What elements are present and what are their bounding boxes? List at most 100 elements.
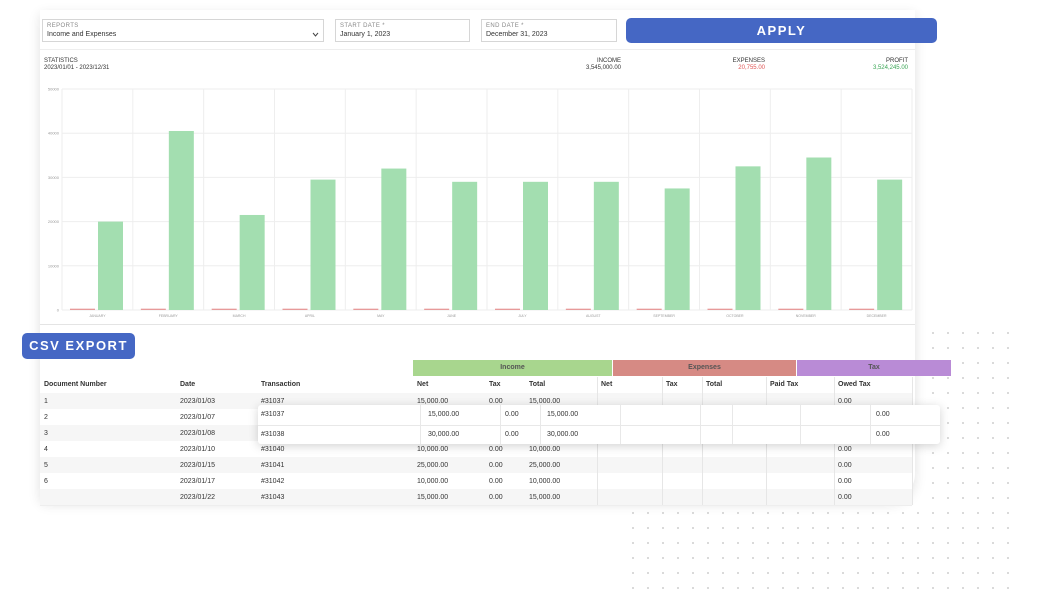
bar [664,188,690,310]
table-cell: 25,000.00 [417,462,449,469]
stat-value: 20,755.00 [738,65,765,71]
popup-cell: 15,000.00 [547,411,579,418]
dropdown-arrow [312,32,319,37]
table-cell: 10,000.00 [417,446,449,453]
bar [168,130,194,310]
chart: 0 10000 20000 30000 40000 50000 JANUARY FEBRUAR… [48,87,913,318]
column-header: Transaction [261,381,301,388]
start-date-input[interactable]: START DATE * January 1, 2023 [335,19,470,42]
table-cell: 2023/01/08 [180,430,216,437]
table-cell: 0.00 [838,478,852,485]
bar [636,308,662,310]
table-cell: 2023/01/15 [180,462,216,469]
field-label: START DATE * [340,23,386,29]
stat-range: 2023/01/01 - 2023/12/31 [44,65,110,71]
table-cell: #31042 [261,478,285,485]
stat-label: INCOME [597,58,621,64]
table-cell: 15,000.00 [417,494,449,501]
y-tick-label: 30000 [48,175,60,180]
table-cell: #31040 [261,446,285,453]
x-tick-label: APRIL [305,314,315,318]
table-cell: #31041 [261,462,285,469]
column-header: Tax [489,381,501,388]
expenses-stat: EXPENSES 20,755.00 [733,58,765,72]
table-cell: 0.00 [838,494,852,501]
table-cell: 6 [44,478,48,485]
bar [452,181,478,310]
stat-value: 3,524,245.00 [872,65,908,71]
table-cell: 2023/01/17 [180,478,216,485]
popup-cell: 0.00 [876,411,890,418]
y-tick-label: 50000 [48,87,60,92]
bar [282,308,308,310]
income-stat: INCOME 3,545,000.00 [586,58,621,72]
column-group-header: Expenses [613,360,797,376]
bar [523,181,548,310]
bar [353,308,379,310]
table-cell: 15,000.00 [529,494,561,501]
column-group-header: Tax [797,360,952,376]
bar [877,179,903,310]
column-header: Paid Tax [770,381,799,388]
column-header: Owed Tax [838,381,871,388]
column-header: Total [706,381,723,388]
bar [565,308,591,310]
table-row [40,473,912,490]
column-header: Net [601,381,613,388]
table-cell: 0.00 [489,398,503,405]
table-cell: 0.00 [838,446,852,453]
table-cell: 25,000.00 [529,462,561,469]
stat-label: PROFIT [886,58,908,64]
bar [593,181,619,310]
popup-cell: 15,000.00 [428,411,460,418]
popup-cell: 0.00 [876,430,890,438]
transaction-popup: #31037 15,000.00 0.00 15,000.00 0.00 #31038 30… [258,405,940,444]
x-tick-label: SEPTEMBER [653,314,675,318]
apply-button[interactable]: APPLY [626,18,937,43]
bar [806,157,832,310]
field-label: END DATE * [486,23,524,29]
table-cell: 2023/01/10 [180,446,216,453]
bar [381,168,407,310]
popup-cell: 30,000.00 [547,430,579,438]
y-tick-label: 20000 [48,219,60,224]
table-row [40,489,912,506]
x-tick-label: AUGUST [586,314,601,318]
stat-value: 3,545,000.00 [585,65,621,71]
popup-cell: 0.00 [505,430,519,438]
divider [40,49,915,50]
x-tick-label: MARCH [233,314,246,318]
table-cell: 0.00 [489,478,503,485]
csv-export-button[interactable]: CSV EXPORT [22,333,135,359]
popup-cell: #31037 [261,411,285,418]
x-tick-label: NOVEMBER [796,314,817,318]
bar [140,308,166,310]
table-cell: 0.00 [838,462,852,469]
bar [98,221,123,310]
x-tick-label: JULY [518,314,527,318]
table-cell: 0.00 [489,446,503,453]
bar [70,308,95,310]
table-cell: 4 [44,446,48,453]
column-header: Net [417,381,429,388]
table-cell: 2023/01/03 [180,398,216,405]
table-cell: 2 [44,414,48,421]
column-header: Total [529,381,546,388]
table-cell: 2023/01/07 [180,414,216,421]
popup-cell: #31038 [261,430,285,438]
stat-label: STATISTICS [44,58,78,64]
x-tick-label: FEBRUARY [159,314,179,318]
bar [495,308,520,310]
table-cell: 0.00 [838,398,852,405]
reports-select[interactable]: REPORTS Income and Expenses [42,19,324,42]
bar [211,308,237,310]
bar [239,214,265,310]
x-tick-label: OCTOBER [726,314,744,318]
end-date-input[interactable]: END DATE * December 31, 2023 [481,19,617,42]
table-cell: 10,000.00 [529,478,561,485]
x-tick-label: DECEMBER [867,314,887,318]
bar [707,308,733,310]
x-tick-label: JUNE [447,314,457,318]
bar [310,179,336,310]
